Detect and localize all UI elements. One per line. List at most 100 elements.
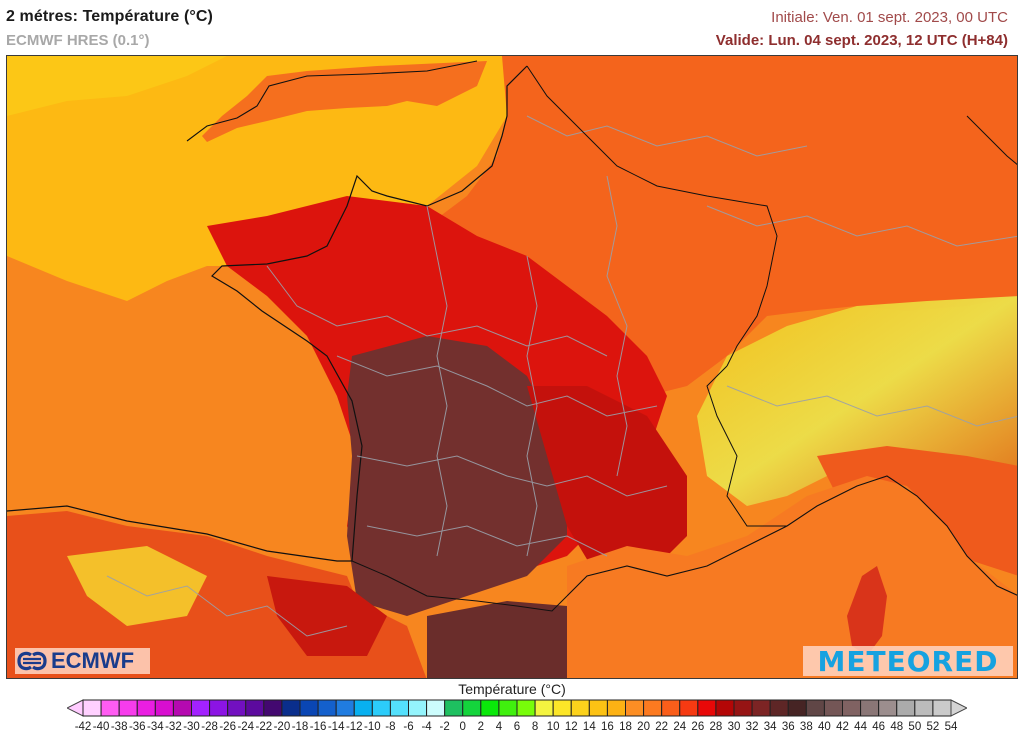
colorbar-swatch [227,699,247,717]
colorbar-tick-label: -42 [74,721,92,733]
colorbar-swatch [335,699,355,717]
colorbar-tick-label: -2 [439,721,450,733]
colorbar-tick-label: 8 [531,721,539,733]
ecmwf-logo-text: ECMWF [51,648,135,673]
colorbar-swatch [643,699,663,717]
colorbar-swatch [480,699,500,717]
colorbar-swatch [860,699,880,717]
colorbar-swatch [588,699,608,717]
colorbar-swatch [263,699,283,717]
colorbar-tick-label: 2 [477,721,485,733]
colorbar-tick-label: 16 [601,721,614,733]
colorbar-swatch [606,699,627,717]
colorbar-swatch [118,699,138,717]
colorbar-swatch [100,699,120,717]
colorbar-tick-label: -6 [403,721,414,733]
colorbar-tick-label: 20 [637,721,650,733]
colorbar-swatch [914,699,934,717]
colorbar-swatch [389,699,409,717]
legend-title: Température (°C) [458,681,566,697]
colorbar-tick-label: 12 [564,721,578,733]
valid-time: Valide: Lun. 04 sept. 2023, 12 UTC (H+84… [715,32,1008,49]
colorbar-swatch [317,699,337,717]
colorbar-swatch [462,699,482,717]
colorbar-swatch [842,699,862,717]
colorbar-tick-label: 34 [763,721,777,733]
colorbar-tick-label: -38 [110,721,128,733]
model-label: ECMWF HRES (0.1°) [6,32,150,49]
colorbar-swatch [769,699,789,717]
colorbar-labels: -42 -40 -38 -36 -34 -32 -30 -28 -26 -24 -22 -20 -18-… [0,721,1024,735]
colorbar-tick-label: 44 [854,721,867,733]
colorbar-swatch [552,699,572,717]
colorbar-swatch [625,699,645,717]
colorbar-tick-label: 10 [546,721,560,733]
chart-title: 2 métres: Température (°C) [6,8,213,25]
colorbar-tick-label: 6 [513,721,521,733]
colorbar-swatch [733,699,753,717]
colorbar-tick-label: 18 [619,721,632,733]
colorbar-swatch [299,699,319,717]
colorbar-swatch [896,699,916,717]
meteored-logo-text: METEORED [817,644,999,678]
colorbar-tick-label: 28 [709,721,723,733]
colorbar-min-arrow [67,699,84,717]
colorbar-tick-label: 50 [908,721,922,733]
colorbar-swatch [679,699,699,717]
colorbar-swatch [408,699,428,717]
colorbar-swatch [823,699,844,717]
colorbar-swatch [371,699,391,717]
colorbar-tick-label: -32 [165,721,182,733]
colorbar-swatch [172,699,192,717]
colorbar-swatch [805,699,825,717]
colorbar-swatch [932,699,952,717]
colorbar-swatch [751,699,771,717]
temperature-colorbar [67,699,967,717]
colorbar-tick-label: -20 [273,721,291,733]
colorbar-tick-label: -30 [183,721,200,733]
temperature-map[interactable]: ECMWF METEORED [6,55,1018,679]
ecmwf-swirl-icon [17,651,47,671]
colorbar-tick-label: 48 [890,721,904,733]
init-time: Initiale: Ven. 01 sept. 2023, 00 UTC [771,9,1008,26]
colorbar-tick-label: 24 [673,721,687,733]
colorbar-tick-label: 52 [926,721,940,733]
colorbar-swatch [245,699,265,717]
colorbar-max-arrow [950,699,967,717]
colorbar-swatch [426,699,446,717]
colorbar-tick-label: 40 [818,721,831,733]
colorbar-tick-label: -10 [364,721,381,733]
colorbar-tick-label: -24 [237,721,255,733]
colorbar-tick-label: -8 [385,721,396,733]
colorbar-tick-label: -14 [327,721,345,733]
colorbar-tick-label: -4 [421,721,432,733]
colorbar-swatch [878,699,898,717]
ecmwf-logo: ECMWF [15,648,150,674]
colorbar-tick-label: 26 [691,721,705,733]
meteored-logo: METEORED [803,644,1013,678]
colorbar-tick-label: 0 [459,721,466,733]
colorbar-tick-label: 46 [872,721,886,733]
colorbar-tick-label: -36 [128,721,146,733]
colorbar-swatch [444,699,464,717]
colorbar-tick-label: 32 [745,721,759,733]
colorbar-tick-label: -16 [309,721,327,733]
colorbar-swatch [136,699,156,717]
colorbar-tick-label: -26 [219,721,236,733]
colorbar-tick-label: 4 [495,721,503,733]
colorbar-swatch [661,699,681,717]
colorbar-tick-label: 30 [727,721,741,733]
colorbar-swatch [498,699,518,717]
colorbar-swatch [281,699,301,717]
colorbar-swatch [715,699,735,717]
colorbar-tick-label: 54 [944,721,958,733]
colorbar-tick-label: 14 [582,721,596,733]
colorbar-tick-label: 42 [836,721,849,733]
colorbar-tick-label: -22 [255,721,273,733]
colorbar-swatch [570,699,590,717]
colorbar-tick-label: -12 [345,721,363,733]
colorbar-tick-label: -40 [92,721,110,733]
colorbar-tick-label: 22 [655,721,669,733]
colorbar-swatch [353,699,373,717]
colorbar-swatch [82,699,102,717]
